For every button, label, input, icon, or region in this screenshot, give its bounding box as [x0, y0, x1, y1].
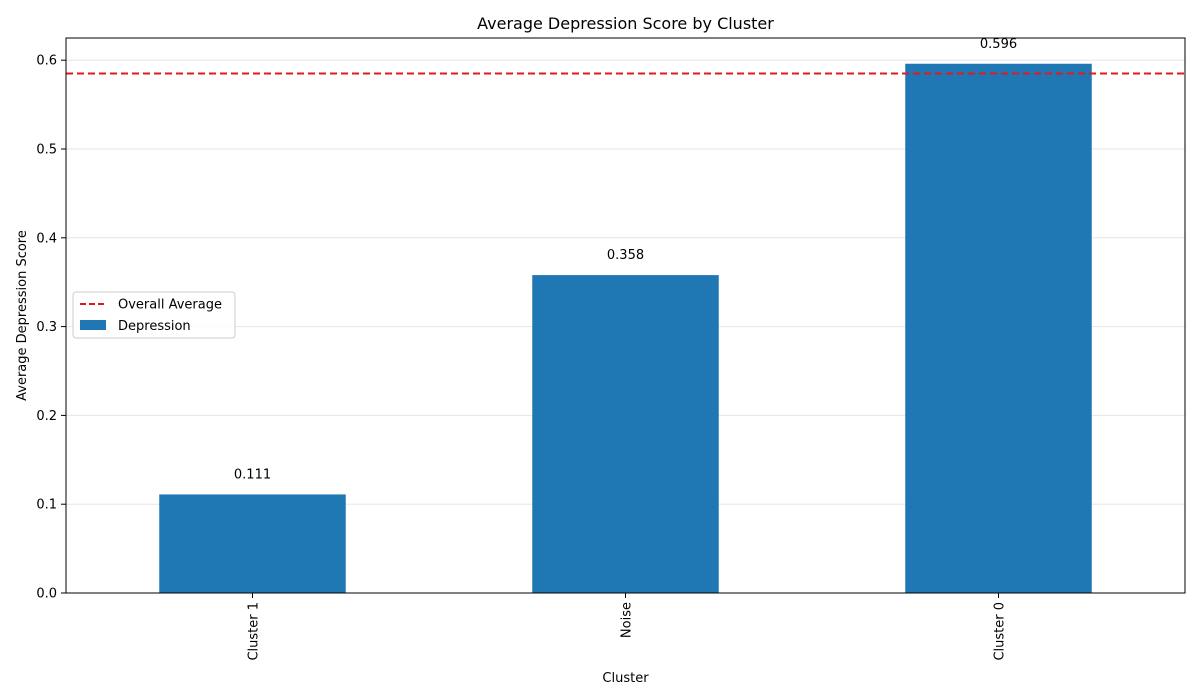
x-axis-ticks: Cluster 1 Noise Cluster 0	[247, 593, 1008, 661]
y-tick-label: 0.4	[36, 231, 57, 246]
x-tick-label: Noise	[620, 602, 635, 638]
bar	[159, 494, 346, 593]
y-tick-label: 0.2	[36, 409, 57, 424]
legend-box	[72, 291, 236, 339]
y-axis-label: Average Depression Score	[15, 230, 30, 401]
x-axis-label: Cluster	[602, 671, 649, 686]
legend: Overall Average Depression	[72, 291, 236, 339]
x-tick-label: Cluster 1	[247, 602, 262, 661]
legend-label-overall-average: Overall Average	[118, 298, 222, 313]
chart-title: Average Depression Score by Cluster	[477, 14, 774, 33]
data-label: 0.111	[234, 467, 271, 482]
y-tick-label: 0.6	[36, 54, 57, 69]
data-label: 0.358	[607, 248, 644, 263]
legend-swatch-depression	[80, 320, 106, 330]
legend-label-depression: Depression	[118, 319, 191, 334]
bar	[532, 275, 719, 593]
data-label: 0.596	[980, 37, 1017, 52]
bars	[159, 63, 1092, 593]
y-tick-label: 0.3	[36, 320, 57, 335]
data-labels: 0.111 0.358 0.596	[234, 37, 1017, 483]
x-tick-label: Cluster 0	[993, 602, 1008, 661]
y-tick-label: 0.1	[36, 498, 57, 513]
bar	[905, 63, 1092, 593]
y-axis-ticks: 0.0 0.1 0.2 0.3 0.4 0.5 0.6	[36, 54, 66, 602]
y-tick-label: 0.5	[36, 143, 57, 158]
y-tick-label: 0.0	[36, 587, 57, 602]
